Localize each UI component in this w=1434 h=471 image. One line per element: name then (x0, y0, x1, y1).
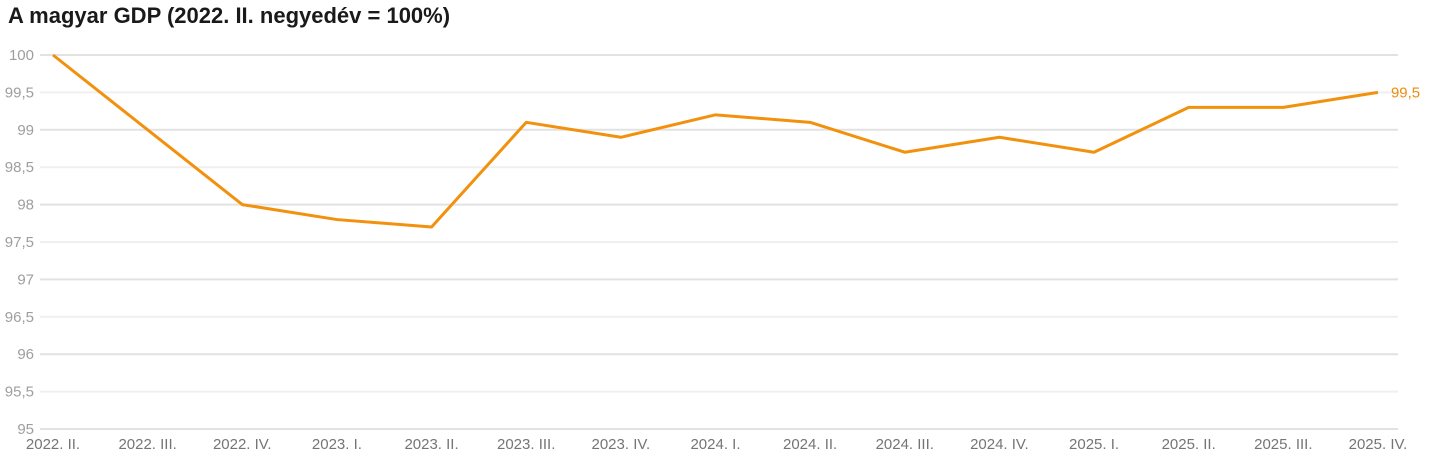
y-tick-label: 99,5 (5, 84, 34, 101)
y-tick-label: 96 (17, 346, 34, 363)
x-tick-label: 2023. III. (497, 436, 555, 453)
y-tick-label: 97,5 (5, 234, 34, 251)
x-tick-label: 2024. I. (690, 436, 740, 453)
x-tick-label: 2023. IV. (592, 436, 651, 453)
x-tick-label: 2024. III. (876, 436, 934, 453)
x-tick-label: 2024. II. (783, 436, 837, 453)
y-tick-label: 98 (17, 197, 34, 214)
y-tick-label: 95,5 (5, 384, 34, 401)
gdp-line (52, 53, 1379, 229)
x-tick-label: 2022. III. (118, 436, 176, 453)
end-value-label: 99,5 (1391, 84, 1420, 101)
x-tick-label: 2023. II. (404, 436, 458, 453)
x-axis-labels: 2022. II. 2022. III. 2022. IV. 2023. I. 2023… (26, 436, 1407, 453)
gridlines (40, 54, 1398, 430)
annotation-layer: 99,5 (1391, 84, 1420, 101)
y-tick-label: 95 (17, 421, 34, 438)
x-tick-label: 2023. I. (312, 436, 362, 453)
x-tick-label: 2025. IV. (1349, 436, 1408, 453)
x-tick-label: 2025. I. (1069, 436, 1119, 453)
series-layer (52, 53, 1379, 229)
x-tick-label: 2022. II. (26, 436, 80, 453)
y-tick-label: 96,5 (5, 309, 34, 326)
page-title: A magyar GDP (2022. II. negyedév = 100%) (8, 3, 451, 28)
y-tick-label: 100 (9, 47, 34, 64)
x-tick-label: 2025. III. (1254, 436, 1312, 453)
x-tick-label: 2022. IV. (213, 436, 272, 453)
y-axis-labels: 100 99,5 99 98,5 98 97,5 97 96,5 96 95,5 95 (5, 47, 34, 438)
x-tick-label: 2025. II. (1162, 436, 1216, 453)
y-tick-label: 99 (17, 122, 34, 139)
y-tick-label: 98,5 (5, 159, 34, 176)
x-tick-label: 2024. IV. (970, 436, 1029, 453)
y-tick-label: 97 (17, 271, 34, 288)
